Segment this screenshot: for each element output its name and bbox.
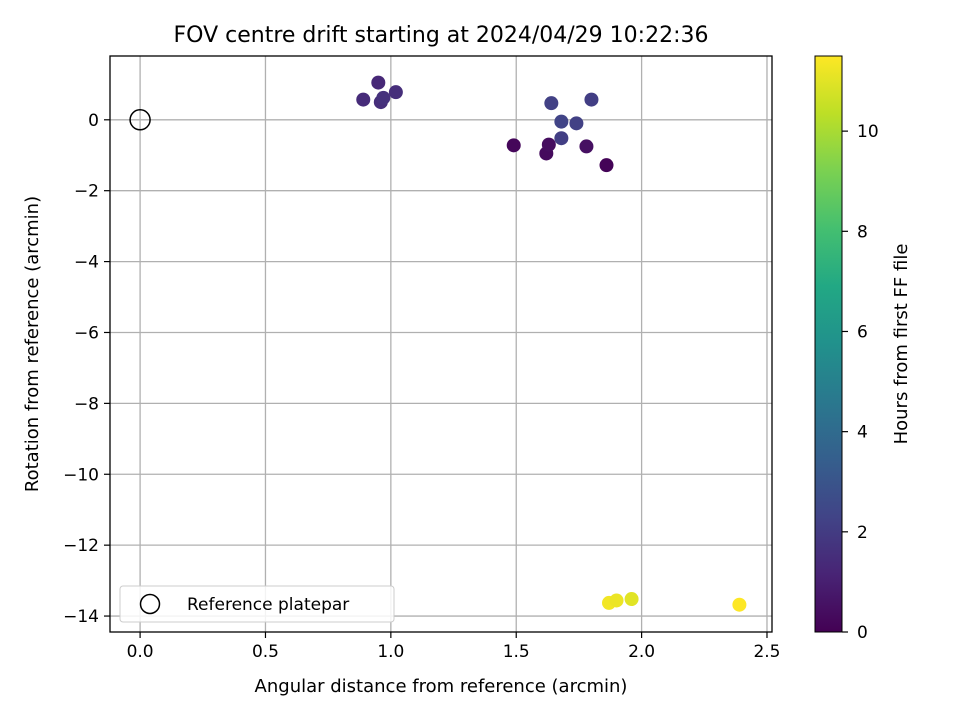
data-point xyxy=(388,85,403,100)
reference-platepar-point xyxy=(129,109,151,131)
data-point xyxy=(506,138,521,153)
plot-frame xyxy=(109,55,773,633)
data-point xyxy=(579,139,594,154)
legend-label: Reference platepar xyxy=(187,595,349,615)
legend-marker-icon xyxy=(139,593,161,615)
x-tick-label: 2.5 xyxy=(753,642,780,662)
chart-title: FOV centre drift starting at 2024/04/29 … xyxy=(174,23,709,48)
data-point xyxy=(544,96,559,111)
legend: Reference platepar xyxy=(119,585,395,623)
data-point xyxy=(356,92,371,107)
data-point xyxy=(376,90,391,105)
colorbar-tick-label: 4 xyxy=(857,423,868,443)
colorbar-tick-label: 0 xyxy=(857,623,868,643)
data-point xyxy=(609,593,624,608)
colorbar-tick-label: 6 xyxy=(857,322,868,342)
colorbar-gradient xyxy=(814,55,843,633)
x-tick-label: 0.0 xyxy=(127,642,154,662)
y-tick-label: −4 xyxy=(74,253,99,273)
grid-lines xyxy=(110,56,772,632)
colorbar-tick-label: 10 xyxy=(857,122,879,142)
x-tick-label: 1.5 xyxy=(503,642,530,662)
x-tick-label: 2.0 xyxy=(628,642,655,662)
colorbar-tick-label: 2 xyxy=(857,523,868,543)
colorbar-label: Hours from first FF file xyxy=(891,244,912,445)
data-point xyxy=(371,75,386,90)
data-points xyxy=(129,75,747,612)
data-point xyxy=(599,158,614,173)
x-tick-label: 1.0 xyxy=(377,642,404,662)
y-tick-label: 0 xyxy=(88,111,99,131)
data-point xyxy=(584,92,599,107)
y-tick-label: −10 xyxy=(63,465,99,485)
x-axis-label: Angular distance from reference (arcmin) xyxy=(255,676,628,697)
y-axis-label: Rotation from reference (arcmin) xyxy=(22,196,43,492)
colorbar-tick-label: 8 xyxy=(857,222,868,242)
x-axis-ticks: 0.0 0.5 1.0 1.5 2.0 2.5 xyxy=(127,632,781,662)
colorbar: 0 2 4 6 8 10 Hours from first FF file xyxy=(814,55,912,643)
data-point xyxy=(541,137,556,152)
y-tick-label: −8 xyxy=(74,394,99,414)
colorbar-ticks: 0 2 4 6 8 10 xyxy=(842,122,879,643)
y-tick-label: −14 xyxy=(63,607,99,627)
data-point xyxy=(569,116,584,131)
legend-box xyxy=(119,585,395,623)
y-tick-label: −12 xyxy=(63,536,99,556)
x-tick-label: 0.5 xyxy=(252,642,279,662)
y-axis-ticks: 0 −2 −4 −6 −8 −10 −12 −14 xyxy=(63,111,110,627)
data-point xyxy=(624,592,639,607)
y-tick-label: −2 xyxy=(74,182,99,202)
data-point xyxy=(554,131,569,146)
data-point xyxy=(732,597,747,612)
data-point xyxy=(554,114,569,129)
y-tick-label: −6 xyxy=(74,323,99,343)
